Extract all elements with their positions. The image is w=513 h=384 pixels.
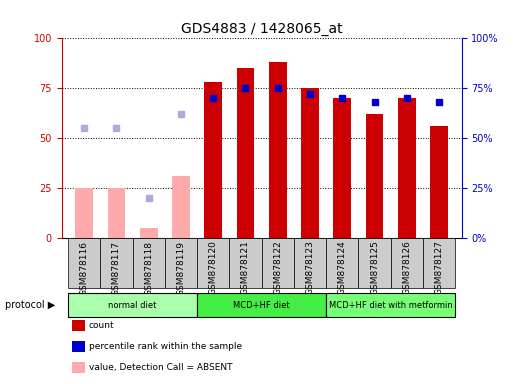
Bar [423, 238, 455, 288]
Bar [68, 238, 100, 288]
Title: GDS4883 / 1428065_at: GDS4883 / 1428065_at [181, 22, 343, 36]
Text: GSM878123: GSM878123 [306, 240, 314, 295]
Bar [359, 238, 391, 288]
Text: GSM878121: GSM878121 [241, 240, 250, 295]
Text: GSM878127: GSM878127 [435, 240, 444, 295]
Text: percentile rank within the sample: percentile rank within the sample [89, 342, 242, 351]
Text: MCD+HF diet with metformin: MCD+HF diet with metformin [329, 301, 452, 310]
Text: protocol ▶: protocol ▶ [5, 300, 55, 310]
Bar [229, 238, 262, 288]
Bar [75, 188, 93, 238]
Bar [333, 98, 351, 238]
Bar [391, 238, 423, 288]
Text: GSM878117: GSM878117 [112, 240, 121, 296]
Text: GSM878122: GSM878122 [273, 240, 282, 295]
Text: GSM878116: GSM878116 [80, 240, 89, 296]
Bar [197, 238, 229, 288]
Bar [301, 88, 319, 238]
Bar [100, 238, 132, 288]
Bar [262, 238, 294, 288]
Text: GSM878126: GSM878126 [402, 240, 411, 295]
Bar [204, 82, 222, 238]
Text: GSM878119: GSM878119 [176, 240, 186, 296]
Text: normal diet: normal diet [108, 301, 157, 310]
Bar [236, 68, 254, 238]
Text: GSM878118: GSM878118 [144, 240, 153, 296]
Bar [197, 293, 326, 317]
Text: GSM878125: GSM878125 [370, 240, 379, 295]
Bar [172, 176, 190, 238]
Bar [165, 238, 197, 288]
Text: GSM878120: GSM878120 [209, 240, 218, 295]
Bar [140, 228, 157, 238]
Text: count: count [89, 321, 114, 330]
Bar [398, 98, 416, 238]
Bar [108, 188, 125, 238]
Bar [68, 293, 197, 317]
Text: value, Detection Call = ABSENT: value, Detection Call = ABSENT [89, 363, 232, 372]
Bar [366, 114, 383, 238]
Bar [269, 62, 287, 238]
Bar [326, 238, 359, 288]
Text: GSM878124: GSM878124 [338, 240, 347, 295]
Bar [132, 238, 165, 288]
Bar [430, 126, 448, 238]
Text: MCD+HF diet: MCD+HF diet [233, 301, 290, 310]
Bar [294, 238, 326, 288]
Bar [326, 293, 455, 317]
